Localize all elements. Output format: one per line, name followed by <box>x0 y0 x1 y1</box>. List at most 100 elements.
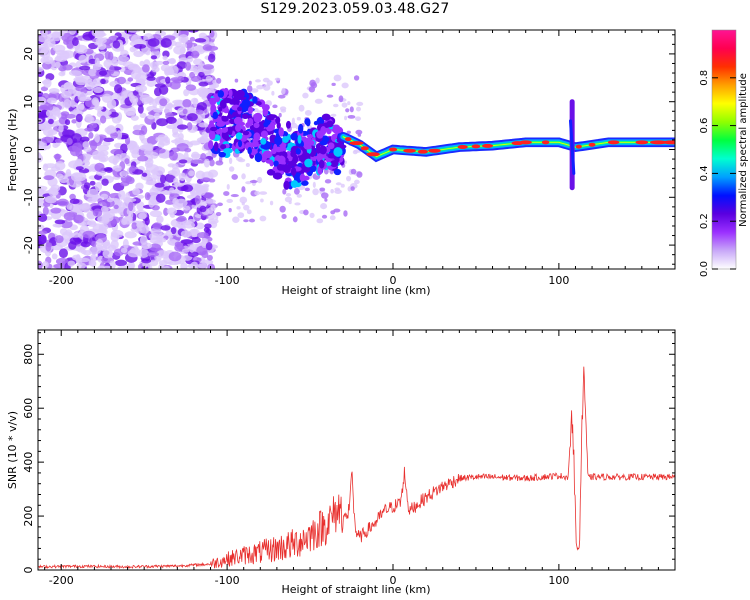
noise-blob <box>84 127 95 132</box>
noise-blob <box>50 207 62 214</box>
x-tick-label: -200 <box>49 574 74 587</box>
noise-blob <box>180 262 188 269</box>
noise-blob <box>69 30 77 35</box>
noise-blob <box>350 168 357 175</box>
noise-blob <box>97 43 107 50</box>
noise-blob <box>197 263 208 269</box>
noise-blob <box>138 212 147 220</box>
noise-blob <box>119 170 129 177</box>
noise-blob <box>248 80 252 85</box>
noise-blob <box>105 167 113 173</box>
noise-blob <box>228 157 233 165</box>
noise-blob <box>126 111 137 116</box>
noise-blob <box>92 155 101 160</box>
ridge-blob <box>260 130 269 138</box>
noise-blob <box>350 186 355 191</box>
noise-blob <box>186 122 193 131</box>
ridge-blob <box>218 106 223 112</box>
noise-blob <box>165 116 177 124</box>
noise-blob <box>42 127 54 137</box>
noise-blob <box>304 187 310 192</box>
noise-blob <box>331 82 336 86</box>
ridge-core <box>360 146 369 151</box>
ridge-blob <box>275 116 281 125</box>
noise-blob <box>101 215 110 225</box>
noise-blob <box>75 246 82 252</box>
noise-blob <box>186 55 194 63</box>
colorbar-tick-label: 0.0 <box>699 261 710 277</box>
noise-blob <box>231 173 238 180</box>
noise-blob <box>282 188 287 195</box>
noise-blob <box>89 180 96 186</box>
noise-blob <box>343 210 348 217</box>
noise-blob <box>102 249 114 259</box>
noise-blob <box>41 136 54 144</box>
noise-blob <box>109 64 115 75</box>
ridge-blob <box>253 112 263 121</box>
ridge-blob <box>217 90 225 98</box>
noise-blob <box>141 258 152 264</box>
noise-blob <box>176 142 189 152</box>
noise-blob <box>43 78 52 88</box>
noise-blob <box>236 156 243 162</box>
noise-blob <box>65 229 73 236</box>
noise-blob <box>196 101 208 111</box>
noise-blob <box>187 219 196 224</box>
noise-blob <box>88 68 97 77</box>
ridge-blob <box>253 132 261 142</box>
noise-blob <box>42 261 49 269</box>
noise-blob <box>128 93 135 102</box>
noise-blob <box>200 177 211 183</box>
noise-blob <box>110 229 124 238</box>
ridge-blob <box>330 160 339 168</box>
noise-blob <box>54 161 66 171</box>
noise-blob <box>92 78 103 85</box>
noise-blob <box>173 30 180 36</box>
noise-blob <box>63 212 76 221</box>
ridge-blob <box>237 106 243 112</box>
noise-blob <box>155 193 166 203</box>
ridge-blob <box>262 106 269 117</box>
noise-blob <box>274 77 281 81</box>
noise-blob <box>216 77 222 84</box>
noise-blob <box>56 198 69 207</box>
snr-ticks: -200 -100 0 100 0 200 400 600 800 <box>22 330 676 587</box>
noise-blob <box>78 203 91 210</box>
noise-blob <box>133 43 147 49</box>
noise-blob <box>330 188 334 194</box>
noise-blob <box>182 205 191 211</box>
noise-blob <box>91 240 97 247</box>
noise-blob <box>58 124 64 133</box>
noise-blob <box>194 38 207 43</box>
noise-blob <box>291 117 295 125</box>
noise-blob <box>137 155 149 162</box>
noise-blob <box>296 116 301 121</box>
ridge-blob <box>303 144 312 150</box>
noise-blob <box>79 96 92 102</box>
noise-blob <box>262 77 270 83</box>
noise-blob <box>330 113 337 117</box>
noise-blob <box>138 86 144 97</box>
noise-blob <box>285 192 292 197</box>
noise-blob <box>141 172 148 177</box>
noise-blob <box>308 86 316 93</box>
noise-blob <box>171 167 181 177</box>
noise-blob <box>139 112 147 118</box>
noise-blob <box>215 211 222 217</box>
ridge-blob <box>285 120 291 129</box>
ridge-blob <box>313 120 318 126</box>
noise-blob <box>256 110 263 114</box>
noise-blob <box>194 195 201 205</box>
noise-blob <box>259 215 267 222</box>
noise-blob <box>346 130 351 134</box>
noise-blob <box>73 214 84 224</box>
ridge-blob <box>238 140 243 148</box>
noise-blob <box>66 39 74 49</box>
noise-blob <box>148 198 155 208</box>
noise-blob <box>116 76 127 85</box>
noise-blob <box>67 260 76 267</box>
noise-blob <box>248 218 256 223</box>
noise-blob <box>284 196 293 203</box>
ridge-blob <box>221 115 229 122</box>
noise-blob <box>144 192 151 201</box>
